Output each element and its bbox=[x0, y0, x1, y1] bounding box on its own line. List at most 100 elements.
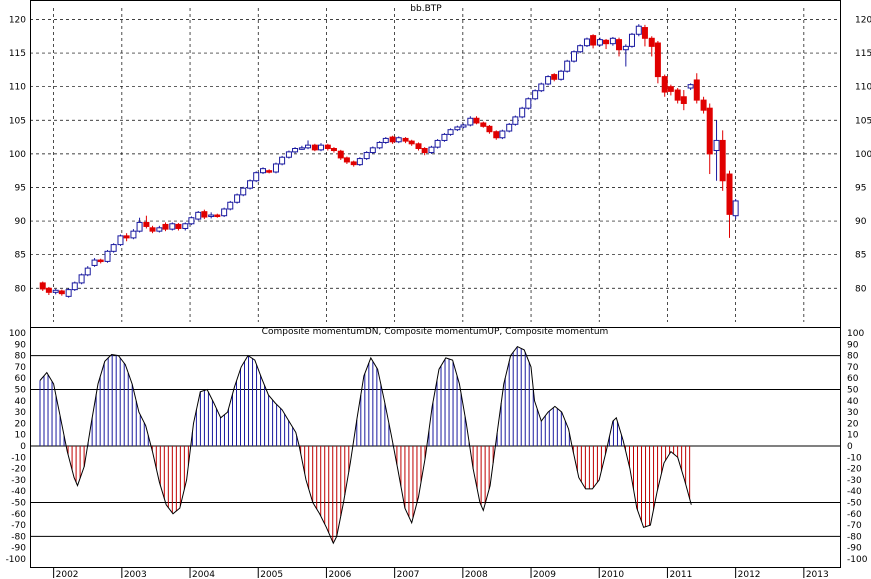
candle bbox=[91, 258, 98, 267]
momentum-tick-label: -30 bbox=[11, 476, 26, 486]
candle-body bbox=[661, 76, 668, 93]
candle bbox=[337, 149, 344, 160]
candle bbox=[247, 179, 254, 190]
candle-body bbox=[428, 146, 435, 154]
candle-body bbox=[519, 107, 526, 118]
candle bbox=[680, 90, 687, 111]
candle bbox=[719, 130, 726, 191]
candle-body bbox=[447, 129, 454, 135]
candle bbox=[285, 150, 292, 159]
candle-body bbox=[201, 211, 208, 218]
candle bbox=[369, 146, 376, 154]
candle bbox=[117, 234, 124, 246]
candle bbox=[39, 281, 46, 291]
candle bbox=[52, 288, 59, 295]
candle-body bbox=[616, 39, 623, 51]
candle bbox=[532, 89, 539, 101]
candle-body bbox=[732, 200, 739, 217]
momentum-tick-label: -30 bbox=[847, 476, 862, 486]
candle-body bbox=[343, 157, 350, 163]
candle-body bbox=[713, 139, 720, 152]
momentum-tick-label: 100 bbox=[847, 329, 864, 339]
candle-body bbox=[408, 140, 415, 145]
candle bbox=[143, 215, 150, 229]
candle bbox=[571, 50, 578, 63]
candle-body bbox=[240, 187, 247, 196]
candle-body bbox=[434, 139, 441, 148]
candle-body bbox=[350, 161, 357, 166]
price-tick-label: 110 bbox=[855, 83, 871, 93]
candle bbox=[214, 213, 221, 218]
candle bbox=[519, 106, 526, 119]
candle-body bbox=[700, 99, 707, 111]
candle-body bbox=[363, 152, 370, 160]
candle bbox=[389, 135, 396, 144]
momentum-tick-label: -90 bbox=[11, 544, 26, 554]
candle bbox=[428, 145, 435, 154]
candle bbox=[473, 116, 480, 125]
candle bbox=[227, 200, 234, 211]
candle bbox=[123, 233, 130, 242]
candle-body bbox=[65, 289, 72, 297]
momentum-tick-label: 80 bbox=[847, 352, 859, 362]
candle-body bbox=[577, 45, 584, 53]
candle bbox=[182, 222, 189, 231]
candle-body bbox=[421, 148, 428, 154]
candle bbox=[441, 133, 448, 142]
candle-body bbox=[415, 143, 422, 150]
price-tick-label: 105 bbox=[9, 116, 26, 126]
momentum-y-axis-right: 1009080706050403020100-10-20-30-40-50-60… bbox=[847, 329, 868, 565]
candle bbox=[596, 37, 603, 47]
candle-body bbox=[84, 267, 91, 276]
price-tick-label: 115 bbox=[9, 49, 26, 59]
candle bbox=[253, 171, 260, 183]
price-tick-label: 95 bbox=[855, 183, 866, 193]
candle-body bbox=[376, 141, 383, 149]
candle bbox=[65, 288, 72, 298]
candle bbox=[486, 124, 493, 134]
candle-body bbox=[499, 130, 506, 139]
candle-body bbox=[590, 35, 597, 46]
candle bbox=[421, 147, 428, 156]
momentum-tick-label: 50 bbox=[847, 386, 859, 396]
chart-frame bbox=[30, 0, 841, 568]
candle-body bbox=[506, 123, 513, 132]
candle bbox=[499, 129, 506, 140]
candle bbox=[415, 142, 422, 151]
candle-body bbox=[532, 90, 539, 100]
price-tick-label: 120 bbox=[855, 15, 871, 25]
candle-body bbox=[369, 147, 376, 154]
candle-body bbox=[719, 139, 726, 182]
candle-body bbox=[130, 230, 137, 239]
candle bbox=[84, 266, 91, 277]
candle-body bbox=[558, 70, 565, 80]
candlestick-series bbox=[39, 24, 739, 298]
candle-body bbox=[208, 214, 215, 218]
candle-body bbox=[667, 86, 674, 92]
candle-body bbox=[305, 144, 312, 149]
candle-body bbox=[551, 74, 558, 80]
candle-body bbox=[272, 163, 279, 173]
candle bbox=[583, 37, 590, 48]
momentum-tick-label: -90 bbox=[847, 544, 862, 554]
candle-body bbox=[545, 76, 552, 85]
candle-body bbox=[622, 45, 629, 51]
price-tick-label: 115 bbox=[855, 49, 871, 59]
candle bbox=[104, 249, 111, 263]
x-tick-label: 2013 bbox=[806, 570, 829, 579]
candle-body bbox=[454, 126, 461, 131]
candle-body bbox=[149, 227, 156, 232]
candle-body bbox=[188, 217, 195, 225]
price-tick-label: 100 bbox=[855, 150, 871, 160]
candle-body bbox=[571, 51, 578, 62]
candle-body bbox=[628, 33, 635, 47]
candle bbox=[356, 157, 363, 166]
momentum-tick-label: 10 bbox=[847, 431, 859, 441]
candle bbox=[188, 216, 195, 226]
candle bbox=[311, 143, 318, 152]
price-tick-label: 90 bbox=[855, 217, 867, 227]
price-tick-label: 90 bbox=[15, 217, 27, 227]
candle bbox=[317, 143, 324, 152]
candle-body bbox=[97, 259, 104, 263]
candle-body bbox=[648, 37, 655, 47]
